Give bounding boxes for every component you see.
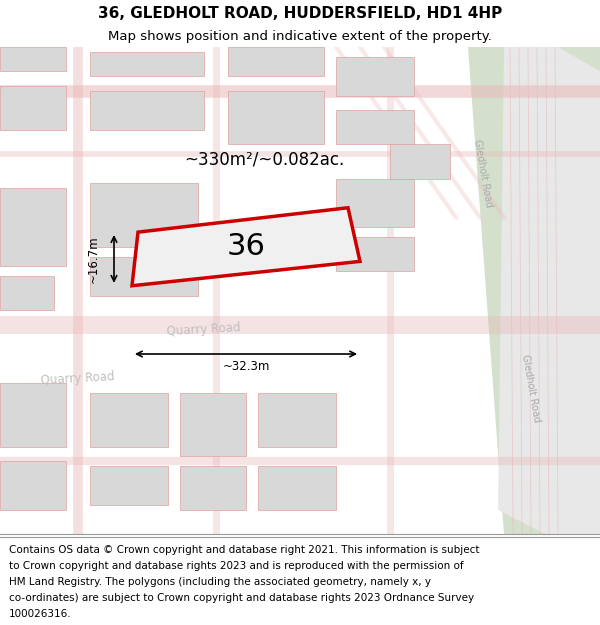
Bar bbox=[336, 179, 414, 227]
Text: ~32.3m: ~32.3m bbox=[223, 359, 269, 372]
Bar bbox=[90, 256, 198, 296]
Bar bbox=[336, 110, 414, 144]
Polygon shape bbox=[132, 208, 360, 286]
Bar bbox=[228, 47, 324, 76]
Bar bbox=[258, 393, 336, 447]
Text: 100026316.: 100026316. bbox=[9, 609, 71, 619]
Text: co-ordinates) are subject to Crown copyright and database rights 2023 Ordnance S: co-ordinates) are subject to Crown copyr… bbox=[9, 593, 474, 603]
Text: Contains OS data © Crown copyright and database right 2021. This information is : Contains OS data © Crown copyright and d… bbox=[9, 545, 479, 555]
Text: ~16.7m: ~16.7m bbox=[86, 235, 100, 282]
Text: 36: 36 bbox=[227, 232, 265, 261]
Text: to Crown copyright and database rights 2023 and is reproduced with the permissio: to Crown copyright and database rights 2… bbox=[9, 561, 464, 571]
Bar bbox=[0, 276, 54, 310]
Bar bbox=[90, 91, 204, 130]
Text: HM Land Registry. The polygons (including the associated geometry, namely x, y: HM Land Registry. The polygons (includin… bbox=[9, 577, 431, 587]
Polygon shape bbox=[498, 47, 600, 534]
Text: Map shows position and indicative extent of the property.: Map shows position and indicative extent… bbox=[108, 30, 492, 43]
Text: Gledholt Road: Gledholt Road bbox=[520, 353, 542, 423]
Bar bbox=[390, 144, 450, 179]
Bar bbox=[0, 461, 66, 510]
Bar bbox=[0, 47, 66, 71]
Bar bbox=[228, 91, 324, 144]
Bar bbox=[336, 57, 414, 96]
Bar bbox=[180, 466, 246, 510]
Text: ~330m²/~0.082ac.: ~330m²/~0.082ac. bbox=[184, 150, 344, 168]
Bar bbox=[0, 86, 66, 130]
Bar bbox=[0, 188, 66, 266]
Bar bbox=[258, 466, 336, 510]
Text: Quarry Road: Quarry Road bbox=[167, 321, 241, 338]
Text: Gledholt Road: Gledholt Road bbox=[472, 139, 494, 208]
Bar bbox=[90, 393, 168, 447]
Polygon shape bbox=[468, 47, 600, 534]
Bar bbox=[336, 237, 414, 271]
Text: Quarry Road: Quarry Road bbox=[41, 370, 115, 387]
Text: 36, GLEDHOLT ROAD, HUDDERSFIELD, HD1 4HP: 36, GLEDHOLT ROAD, HUDDERSFIELD, HD1 4HP bbox=[98, 6, 502, 21]
Bar bbox=[0, 383, 66, 447]
Bar bbox=[180, 393, 246, 456]
Bar bbox=[90, 183, 198, 247]
Bar bbox=[90, 52, 204, 76]
Bar bbox=[90, 466, 168, 505]
